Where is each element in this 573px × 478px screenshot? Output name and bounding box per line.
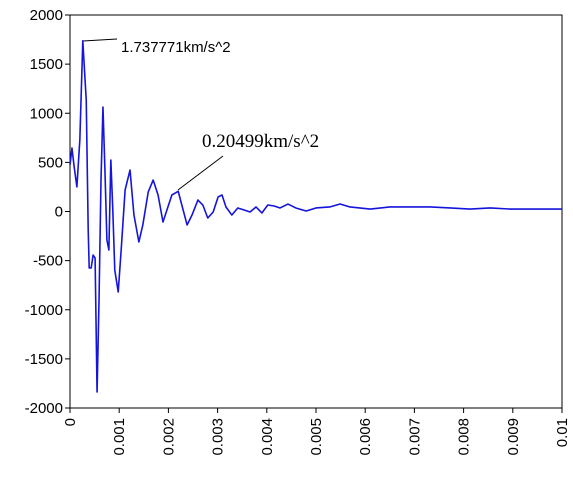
x-tick-label: 0.002 (160, 418, 177, 456)
y-tick-label: -1500 (25, 351, 63, 368)
annotation-leader (177, 155, 224, 191)
y-tick-label: 2000 (30, 7, 63, 24)
plot-frame (69, 14, 563, 409)
x-tick-label: 0.007 (406, 418, 423, 456)
x-tick-label: 0.008 (456, 418, 473, 456)
x-tick-label: 0.009 (505, 418, 522, 456)
y-tick-label: -2000 (25, 400, 63, 417)
annotation-leader (82, 38, 118, 42)
y-tick-label: -1000 (25, 302, 63, 319)
y-tick-label: 0 (55, 204, 63, 221)
y-tick-label: 500 (38, 154, 63, 171)
x-tick-label: 0.003 (210, 418, 227, 456)
x-tick-label: 0.01 (554, 418, 571, 447)
data-line (69, 39, 562, 393)
x-tick-label: 0 (62, 418, 79, 426)
x-tick-label: 0.004 (259, 418, 276, 456)
y-tick-label: 1000 (30, 105, 63, 122)
x-tick-label: 0.005 (308, 418, 325, 456)
annotation: 0.20499km/s^2 (202, 131, 319, 152)
annotation: 1.737771km/s^2 (121, 39, 231, 56)
x-tick-label: 0.006 (357, 418, 374, 456)
y-tick-label: -500 (33, 253, 63, 270)
y-tick-label: 1500 (30, 56, 63, 73)
x-tick-label: 0.001 (111, 418, 128, 456)
